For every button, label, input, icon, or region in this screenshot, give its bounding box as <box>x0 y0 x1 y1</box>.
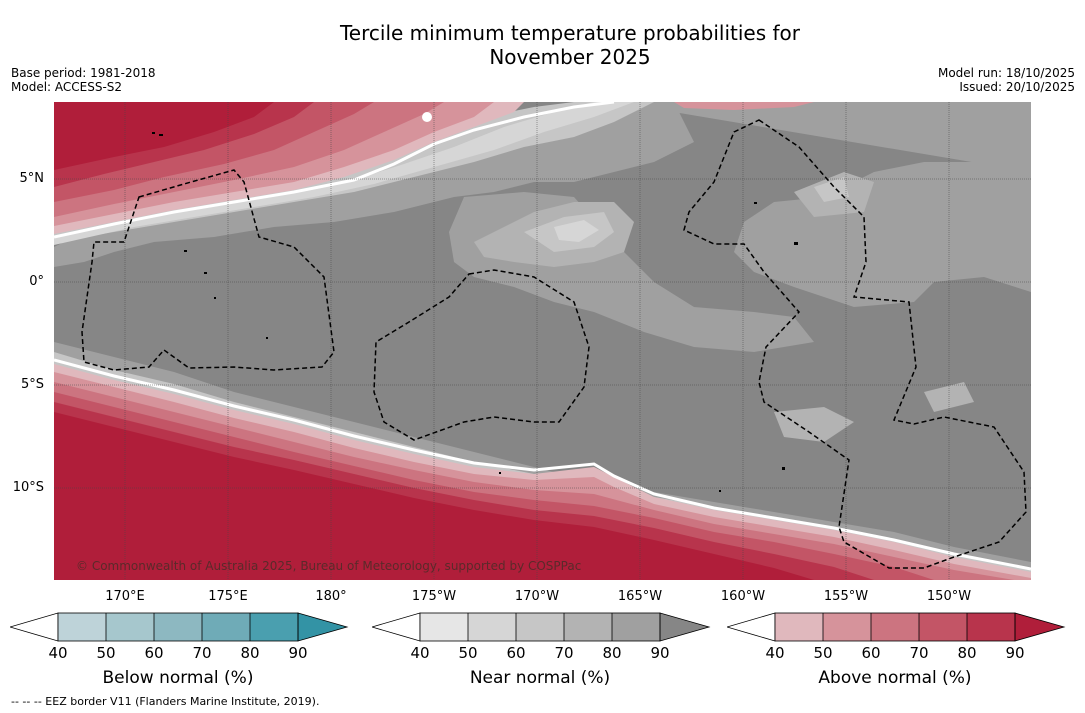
eez-line-islands <box>683 119 1027 569</box>
title-line-2: November 2025 <box>489 45 651 69</box>
colorbar-above-max-extend <box>1015 613 1064 641</box>
colorbar-above-segment-60 <box>871 613 919 641</box>
colorbar-below-max-extend <box>298 613 347 641</box>
eez-tuvalu <box>81 169 335 371</box>
colorbar-below-segment-80 <box>250 613 298 641</box>
below-tick-50: 50 <box>96 644 116 662</box>
near-tick-90: 90 <box>650 644 670 662</box>
eez-phoenix <box>373 269 590 441</box>
lon-label-165w: 165°W <box>617 589 663 604</box>
above-tick-60: 60 <box>861 644 881 662</box>
colorbar-below-segment-70 <box>202 613 250 641</box>
lon-label-160w: 160°W <box>720 589 766 604</box>
lon-label-155w: 155°W <box>823 589 869 604</box>
eez-borders <box>81 119 1027 569</box>
colorbar-below-segment-60 <box>154 613 202 641</box>
above-tick-80: 80 <box>957 644 977 662</box>
lon-label-150w: 150°W <box>926 589 972 604</box>
colorbar-below <box>10 612 349 642</box>
lat-label-5s: 5°S <box>20 377 44 392</box>
colorbar-above <box>727 612 1066 642</box>
lon-label-175e: 175°E <box>208 589 248 604</box>
colorbar-near-max-extend <box>660 613 709 641</box>
above-tick-70: 70 <box>909 644 929 662</box>
below-tick-60: 60 <box>144 644 164 662</box>
colorbar-below-min-extend <box>10 612 59 642</box>
above-normal-south-90 <box>54 412 814 580</box>
colorbar-near <box>372 612 711 642</box>
island-marker <box>266 337 268 339</box>
above-normal-north-90 <box>54 102 274 170</box>
copyright-notice: © Commonwealth of Australia 2025, Bureau… <box>76 559 582 573</box>
model-name: Model: ACCESS-S2 <box>11 80 123 94</box>
islands <box>152 132 798 492</box>
island-marker <box>184 250 187 252</box>
below-tick-40: 40 <box>48 644 68 662</box>
above-normal-label: Above normal (%) <box>818 668 972 688</box>
above-tick-90: 90 <box>1005 644 1025 662</box>
lat-label-5n: 5°N <box>19 171 45 186</box>
white-dot <box>422 112 432 122</box>
colorbar-above-segment-50 <box>823 613 871 641</box>
island-marker <box>214 297 216 299</box>
island-marker <box>794 242 798 245</box>
above-normal-top-strip <box>674 102 814 110</box>
island-marker <box>499 472 501 474</box>
island-marker <box>754 202 757 204</box>
near-normal-label: Near normal (%) <box>469 668 611 688</box>
above-tick-40: 40 <box>765 644 785 662</box>
colorbar-above-min-extend <box>727 612 776 642</box>
colorbar-above-segment-70 <box>919 613 967 641</box>
colorbar-near-segment-80 <box>612 613 660 641</box>
probability-map <box>54 102 1031 580</box>
colorbar-near-segment-40 <box>420 613 468 641</box>
near-tick-70: 70 <box>554 644 574 662</box>
below-tick-90: 90 <box>288 644 308 662</box>
colorbar-near-segment-50 <box>468 613 516 641</box>
model-run: Model run: 18/10/2025 <box>937 66 1075 80</box>
base-period: Base period: 1981-2018 <box>11 66 156 80</box>
lon-label-170e: 170°E <box>105 589 145 604</box>
colorbar-near-segment-70 <box>564 613 612 641</box>
island-marker <box>719 490 721 492</box>
title-line-1: Tercile minimum temperature probabilitie… <box>339 21 801 45</box>
below-tick-70: 70 <box>192 644 212 662</box>
near-tick-60: 60 <box>506 644 526 662</box>
near-normal-80-region <box>449 102 1031 352</box>
meta-right: Model run: 18/10/2025 Issued: 20/10/2025 <box>938 66 1075 94</box>
near-normal-50-patch <box>554 220 599 242</box>
colorbar-below-segment-50 <box>106 613 154 641</box>
island-marker <box>159 134 163 136</box>
colorbar-below-segment-40 <box>58 613 106 641</box>
lon-label-175w: 175°W <box>411 589 457 604</box>
lon-label-180: 180° <box>315 589 347 604</box>
above-tick-50: 50 <box>813 644 833 662</box>
lat-label-10s: 10°S <box>12 480 44 495</box>
island-marker <box>782 467 785 470</box>
issued-date: Issued: 20/10/2025 <box>959 80 1075 94</box>
lon-label-170w: 170°W <box>514 589 560 604</box>
below-normal-label: Below normal (%) <box>102 668 254 688</box>
below-tick-80: 80 <box>240 644 260 662</box>
chart-title: Tercile minimum temperature probabilitie… <box>0 21 1085 69</box>
colorbar-near-segment-60 <box>516 613 564 641</box>
near-tick-40: 40 <box>410 644 430 662</box>
colorbar-above-segment-80 <box>967 613 1015 641</box>
island-marker <box>204 272 207 274</box>
eez-border-note: -- -- -- EEZ border V11 (Flanders Marine… <box>11 695 320 708</box>
meta-left: Base period: 1981-2018 Model: ACCESS-S2 <box>11 66 156 94</box>
near-tick-50: 50 <box>458 644 478 662</box>
lat-label-0: 0° <box>29 274 44 289</box>
near-normal-60-patch <box>524 177 849 252</box>
boundary-south <box>54 358 1031 571</box>
colorbar-above-segment-40 <box>775 613 823 641</box>
boundary-north <box>54 102 615 239</box>
colorbar-near-min-extend <box>372 612 421 642</box>
near-tick-80: 80 <box>602 644 622 662</box>
island-marker <box>152 132 155 134</box>
